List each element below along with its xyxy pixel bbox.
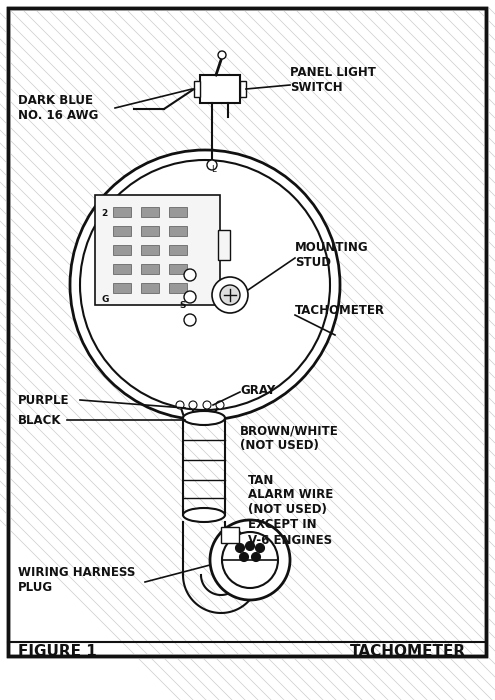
- Ellipse shape: [183, 411, 225, 425]
- Text: BROWN/WHITE
(NOT USED): BROWN/WHITE (NOT USED): [240, 424, 339, 452]
- Bar: [141, 283, 159, 293]
- Circle shape: [176, 401, 184, 409]
- Circle shape: [255, 543, 264, 552]
- Circle shape: [251, 552, 260, 561]
- Circle shape: [70, 150, 340, 420]
- Circle shape: [80, 160, 330, 410]
- Circle shape: [207, 160, 217, 170]
- Bar: [141, 226, 159, 236]
- Bar: [169, 245, 187, 255]
- Bar: [200, 75, 240, 103]
- Circle shape: [218, 51, 226, 59]
- Circle shape: [184, 314, 196, 326]
- Text: PANEL LIGHT
SWITCH: PANEL LIGHT SWITCH: [290, 66, 376, 94]
- Circle shape: [220, 285, 240, 305]
- Circle shape: [236, 543, 245, 552]
- Bar: [113, 264, 131, 274]
- Text: G: G: [101, 295, 108, 304]
- Text: S: S: [180, 300, 186, 309]
- Text: TACHOMETER: TACHOMETER: [295, 304, 385, 316]
- Circle shape: [222, 532, 278, 588]
- Bar: [141, 207, 159, 217]
- Bar: [141, 245, 159, 255]
- Bar: [169, 264, 187, 274]
- Text: FIGURE 1: FIGURE 1: [18, 645, 97, 659]
- Circle shape: [246, 542, 254, 550]
- Text: TACHOMETER: TACHOMETER: [350, 645, 466, 659]
- Circle shape: [240, 552, 248, 561]
- Text: DARK BLUE
NO. 16 AWG: DARK BLUE NO. 16 AWG: [18, 94, 99, 122]
- Circle shape: [184, 291, 196, 303]
- Text: GRAY: GRAY: [240, 384, 275, 396]
- Bar: [141, 264, 159, 274]
- Circle shape: [184, 269, 196, 281]
- Bar: [169, 207, 187, 217]
- Circle shape: [210, 520, 290, 600]
- Bar: [218, 230, 230, 260]
- Circle shape: [189, 401, 197, 409]
- Text: BLACK: BLACK: [18, 414, 61, 426]
- Bar: [113, 283, 131, 293]
- Bar: [113, 207, 131, 217]
- Bar: [113, 226, 131, 236]
- Bar: [194, 81, 200, 97]
- Text: MOUNTING
STUD: MOUNTING STUD: [295, 241, 369, 269]
- Bar: [113, 245, 131, 255]
- Bar: [169, 283, 187, 293]
- Ellipse shape: [183, 508, 225, 522]
- Bar: [240, 81, 246, 97]
- Circle shape: [212, 277, 248, 313]
- Bar: [95, 195, 220, 305]
- Text: WIRING HARNESS
PLUG: WIRING HARNESS PLUG: [18, 566, 135, 594]
- Text: L: L: [211, 165, 215, 174]
- Text: 2: 2: [101, 209, 107, 218]
- Circle shape: [203, 401, 211, 409]
- Circle shape: [216, 401, 224, 409]
- Text: PURPLE: PURPLE: [18, 393, 69, 407]
- Bar: [169, 226, 187, 236]
- Text: TAN
ALARM WIRE
(NOT USED)
EXCEPT IN
V-6 ENGINES: TAN ALARM WIRE (NOT USED) EXCEPT IN V-6 …: [248, 473, 333, 547]
- Bar: [221, 527, 239, 543]
